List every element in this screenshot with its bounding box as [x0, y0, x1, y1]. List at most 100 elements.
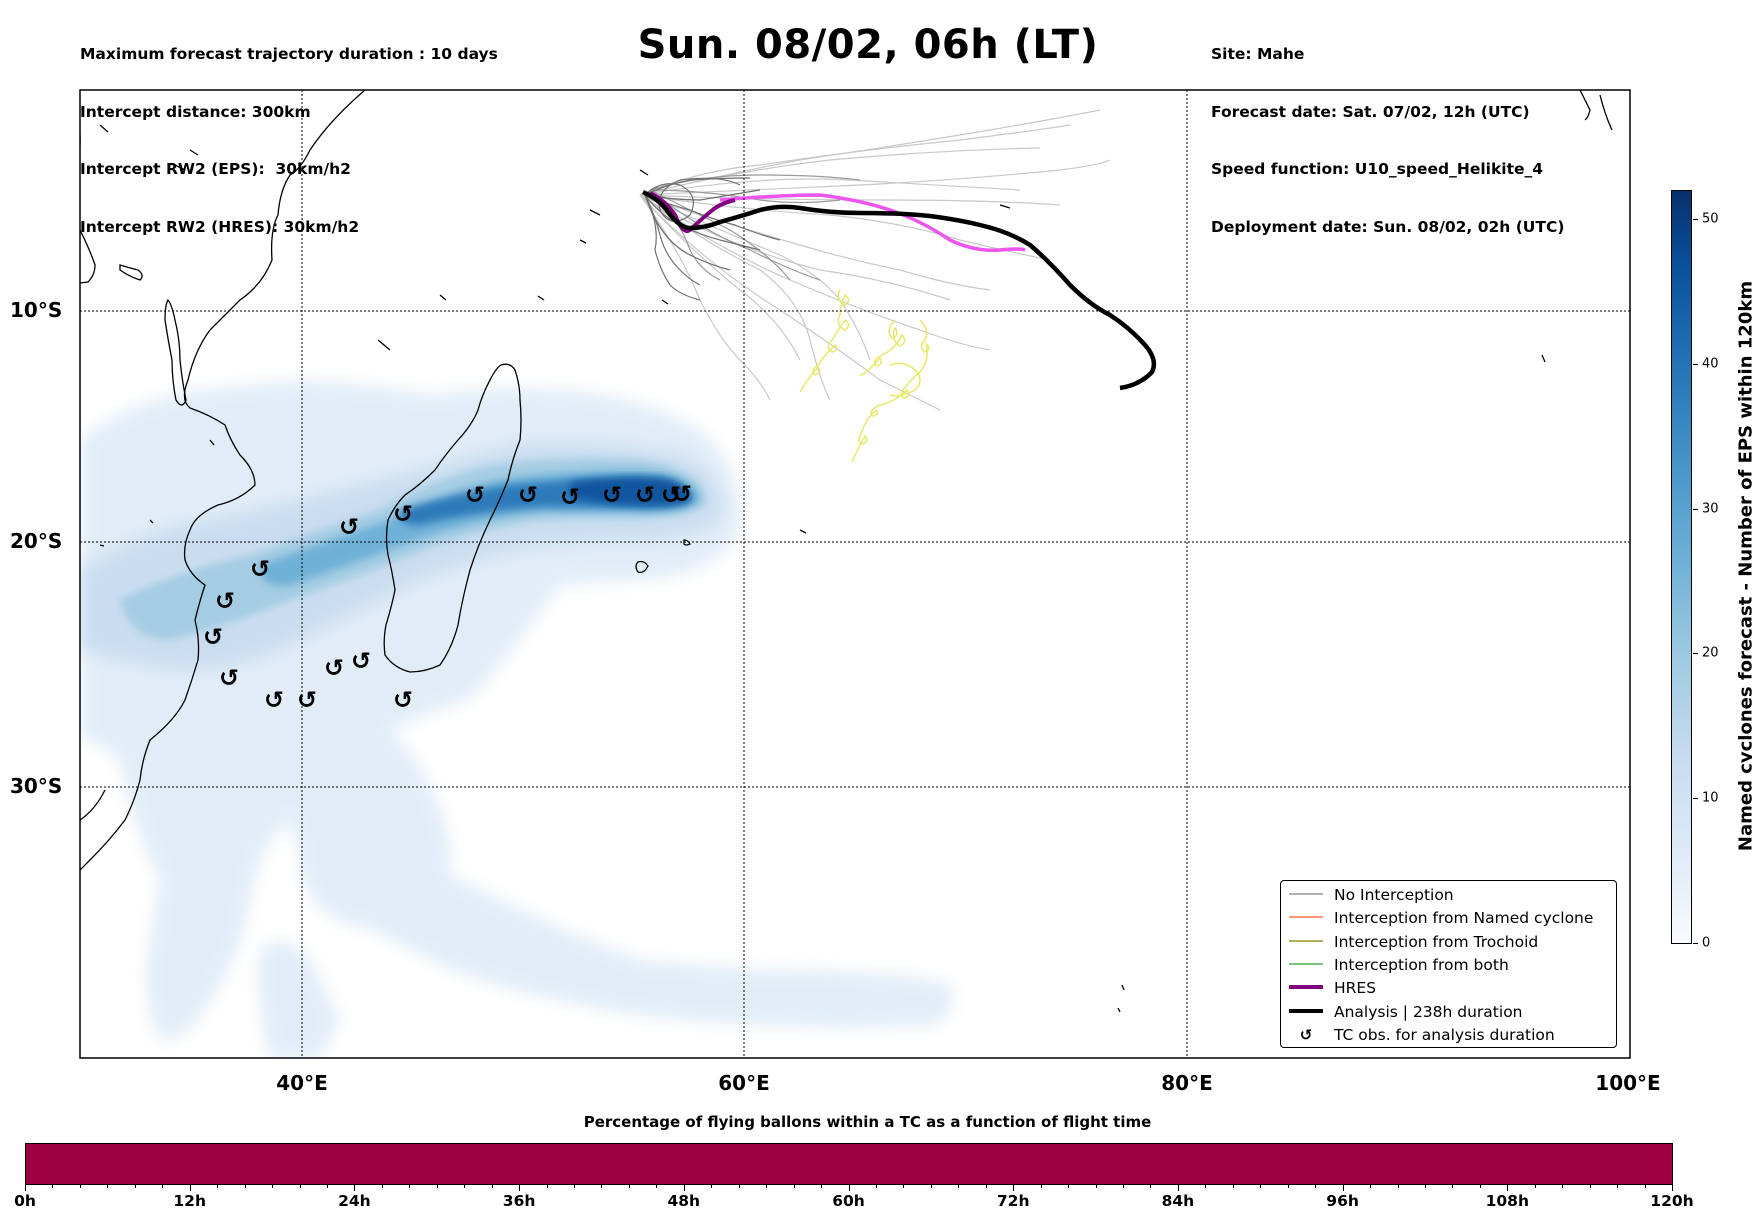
flight-time-minor-tick	[436, 1185, 438, 1188]
eps-colorbar-tick	[1693, 943, 1698, 944]
flight-time-minor-tick	[134, 1185, 136, 1188]
cyclone-icon: ↺	[635, 481, 655, 509]
flight-time-minor-tick	[464, 1185, 466, 1188]
flight-time-tick-label: 12h	[173, 1192, 206, 1210]
cyclone-icon: ↺	[324, 654, 344, 682]
density-field	[80, 380, 953, 1058]
flight-time-minor-tick	[601, 1185, 603, 1188]
flight-time-minor-tick	[79, 1185, 81, 1188]
cyclone-icon: ↺	[518, 481, 538, 509]
flight-time-minor-tick	[299, 1185, 301, 1188]
trochoid-loops	[799, 289, 930, 463]
flight-time-tick-label: 120h	[1650, 1192, 1694, 1210]
flight-time-minor-tick	[381, 1185, 383, 1188]
flight-time-minor-tick	[217, 1185, 219, 1188]
legend-item-hres: HRES	[1281, 977, 1616, 1000]
flight-time-minor-tick	[766, 1185, 768, 1188]
cyclone-icon: ↺	[219, 664, 239, 692]
eps-colorbar-tick-label: 0	[1702, 935, 1711, 951]
flight-time-minor-tick	[1287, 1185, 1289, 1188]
eps-colorbar-label: Named cyclones forecast - Number of EPS …	[1735, 280, 1752, 852]
eps-colorbar-tick-label: 30	[1702, 501, 1719, 517]
legend-label: HRES	[1334, 979, 1377, 997]
cyclone-icon: ↺	[602, 481, 622, 509]
flight-time-minor-tick	[409, 1185, 411, 1188]
flight-time-tick-label: 36h	[502, 1192, 536, 1210]
flight-time-minor-tick	[1150, 1185, 1152, 1188]
flight-time-minor-tick	[711, 1185, 713, 1188]
legend-label: Interception from both	[1334, 956, 1509, 974]
flight-time-minor-tick	[628, 1185, 630, 1188]
flight-time-major-tick	[25, 1185, 26, 1191]
flight-time-minor-tick	[1068, 1185, 1070, 1188]
flight-time-tick-label: 108h	[1485, 1192, 1529, 1210]
flight-time-minor-tick	[244, 1185, 246, 1188]
flight-time-minor-tick	[1617, 1185, 1619, 1188]
cyclone-icon: ↺	[465, 481, 485, 509]
flight-time-minor-tick	[930, 1185, 932, 1188]
eps-colorbar-tick-label: 40	[1702, 356, 1719, 372]
lat-label-10s: 10°S	[10, 298, 63, 322]
legend-item-tc-obs: ↺ TC obs. for analysis duration	[1281, 1024, 1616, 1047]
flight-time-minor-tick	[1260, 1185, 1262, 1188]
eps-count-colorbar	[1671, 190, 1692, 944]
tc-observations: ↺ ↺ ↺ ↺ ↺ ↺ ↺ ↺ ↺ ↺ ↺ ↺ ↺ ↺ ↺ ↺ ↺ ↺	[203, 480, 692, 714]
lon-label-60e: 60°E	[718, 1071, 770, 1095]
cyclone-icon: ↺	[351, 647, 371, 675]
flight-time-tick-label: 72h	[996, 1192, 1030, 1210]
header-left-line: Intercept distance: 300km	[80, 102, 311, 121]
page-title: Sun. 08/02, 06h (LT)	[0, 22, 1752, 68]
flight-time-minor-tick	[52, 1185, 54, 1188]
flight-time-minor-tick	[1534, 1185, 1536, 1188]
header-right: Site: Mahe Forecast date: Sat. 07/02, 12…	[1211, 7, 1564, 256]
flight-time-minor-tick	[1232, 1185, 1234, 1188]
lon-label-80e: 80°E	[1161, 1071, 1213, 1095]
page-title-text: Sun. 08/02, 06h (LT)	[637, 22, 1099, 68]
flight-time-minor-tick	[546, 1185, 548, 1188]
lon-label-40e: 40°E	[276, 1071, 328, 1095]
flight-time-tick-label: 48h	[667, 1192, 701, 1210]
eps-colorbar-tick	[1693, 218, 1698, 220]
flight-time-minor-tick	[107, 1185, 109, 1188]
flight-time-minor-tick	[1424, 1185, 1426, 1188]
flight-time-major-tick	[848, 1185, 850, 1191]
flight-time-minor-tick	[1562, 1185, 1564, 1188]
flight-time-minor-tick	[1123, 1185, 1124, 1188]
eps-colorbar-tick	[1693, 363, 1698, 365]
eps-colorbar-tick-label: 10	[1702, 790, 1719, 806]
analysis-track	[642, 189, 1157, 391]
flight-time-minor-tick	[738, 1185, 740, 1188]
legend-item-trochoid: Interception from Trochoid	[1281, 931, 1616, 954]
flight-time-major-tick	[1177, 1185, 1179, 1191]
cyclone-icon: ↺	[215, 587, 235, 615]
map-frame	[79, 89, 1631, 1059]
flight-time-tick-label: 0h	[14, 1192, 36, 1210]
lat-label-30s: 30°S	[10, 774, 63, 798]
eps-colorbar-tick-label: 20	[1702, 645, 1719, 661]
legend-item-no-interception: No Interception	[1281, 884, 1616, 907]
header-left: Maximum forecast trajectory duration : 1…	[80, 7, 498, 256]
coastline	[80, 90, 1613, 1013]
cyclone-icon: ↺	[250, 555, 270, 583]
flight-time-colorbar-title: Percentage of flying ballons within a TC…	[583, 1113, 1152, 1131]
flight-time-minor-tick	[821, 1185, 823, 1188]
flight-time-minor-tick	[1095, 1185, 1097, 1188]
legend-item-named-cyclone: Interception from Named cyclone	[1281, 907, 1616, 930]
header-right-line: Speed function: U10_speed_Helikite_4	[1211, 160, 1544, 178]
flight-time-tick-label: 84h	[1161, 1192, 1195, 1210]
lon-label-100e: 100°E	[1595, 1071, 1661, 1095]
legend-label: Interception from Named cyclone	[1334, 909, 1594, 927]
header-right-line: Forecast date: Sat. 07/02, 12h (UTC)	[1211, 102, 1530, 121]
cyclone-icon: ↺	[393, 686, 413, 714]
flight-time-colorbar	[25, 1143, 1673, 1185]
flight-time-major-tick	[1672, 1185, 1673, 1191]
flight-time-minor-tick	[1370, 1185, 1372, 1188]
flight-time-tick-label: 24h	[338, 1192, 371, 1210]
flight-time-minor-tick	[958, 1185, 960, 1188]
flight-time-minor-tick	[903, 1185, 905, 1188]
flight-time-minor-tick	[1040, 1185, 1042, 1188]
flight-time-minor-tick	[574, 1185, 575, 1188]
cyclone-icon: ↺	[1300, 1026, 1313, 1044]
cyclone-icon: ↺	[264, 686, 284, 714]
